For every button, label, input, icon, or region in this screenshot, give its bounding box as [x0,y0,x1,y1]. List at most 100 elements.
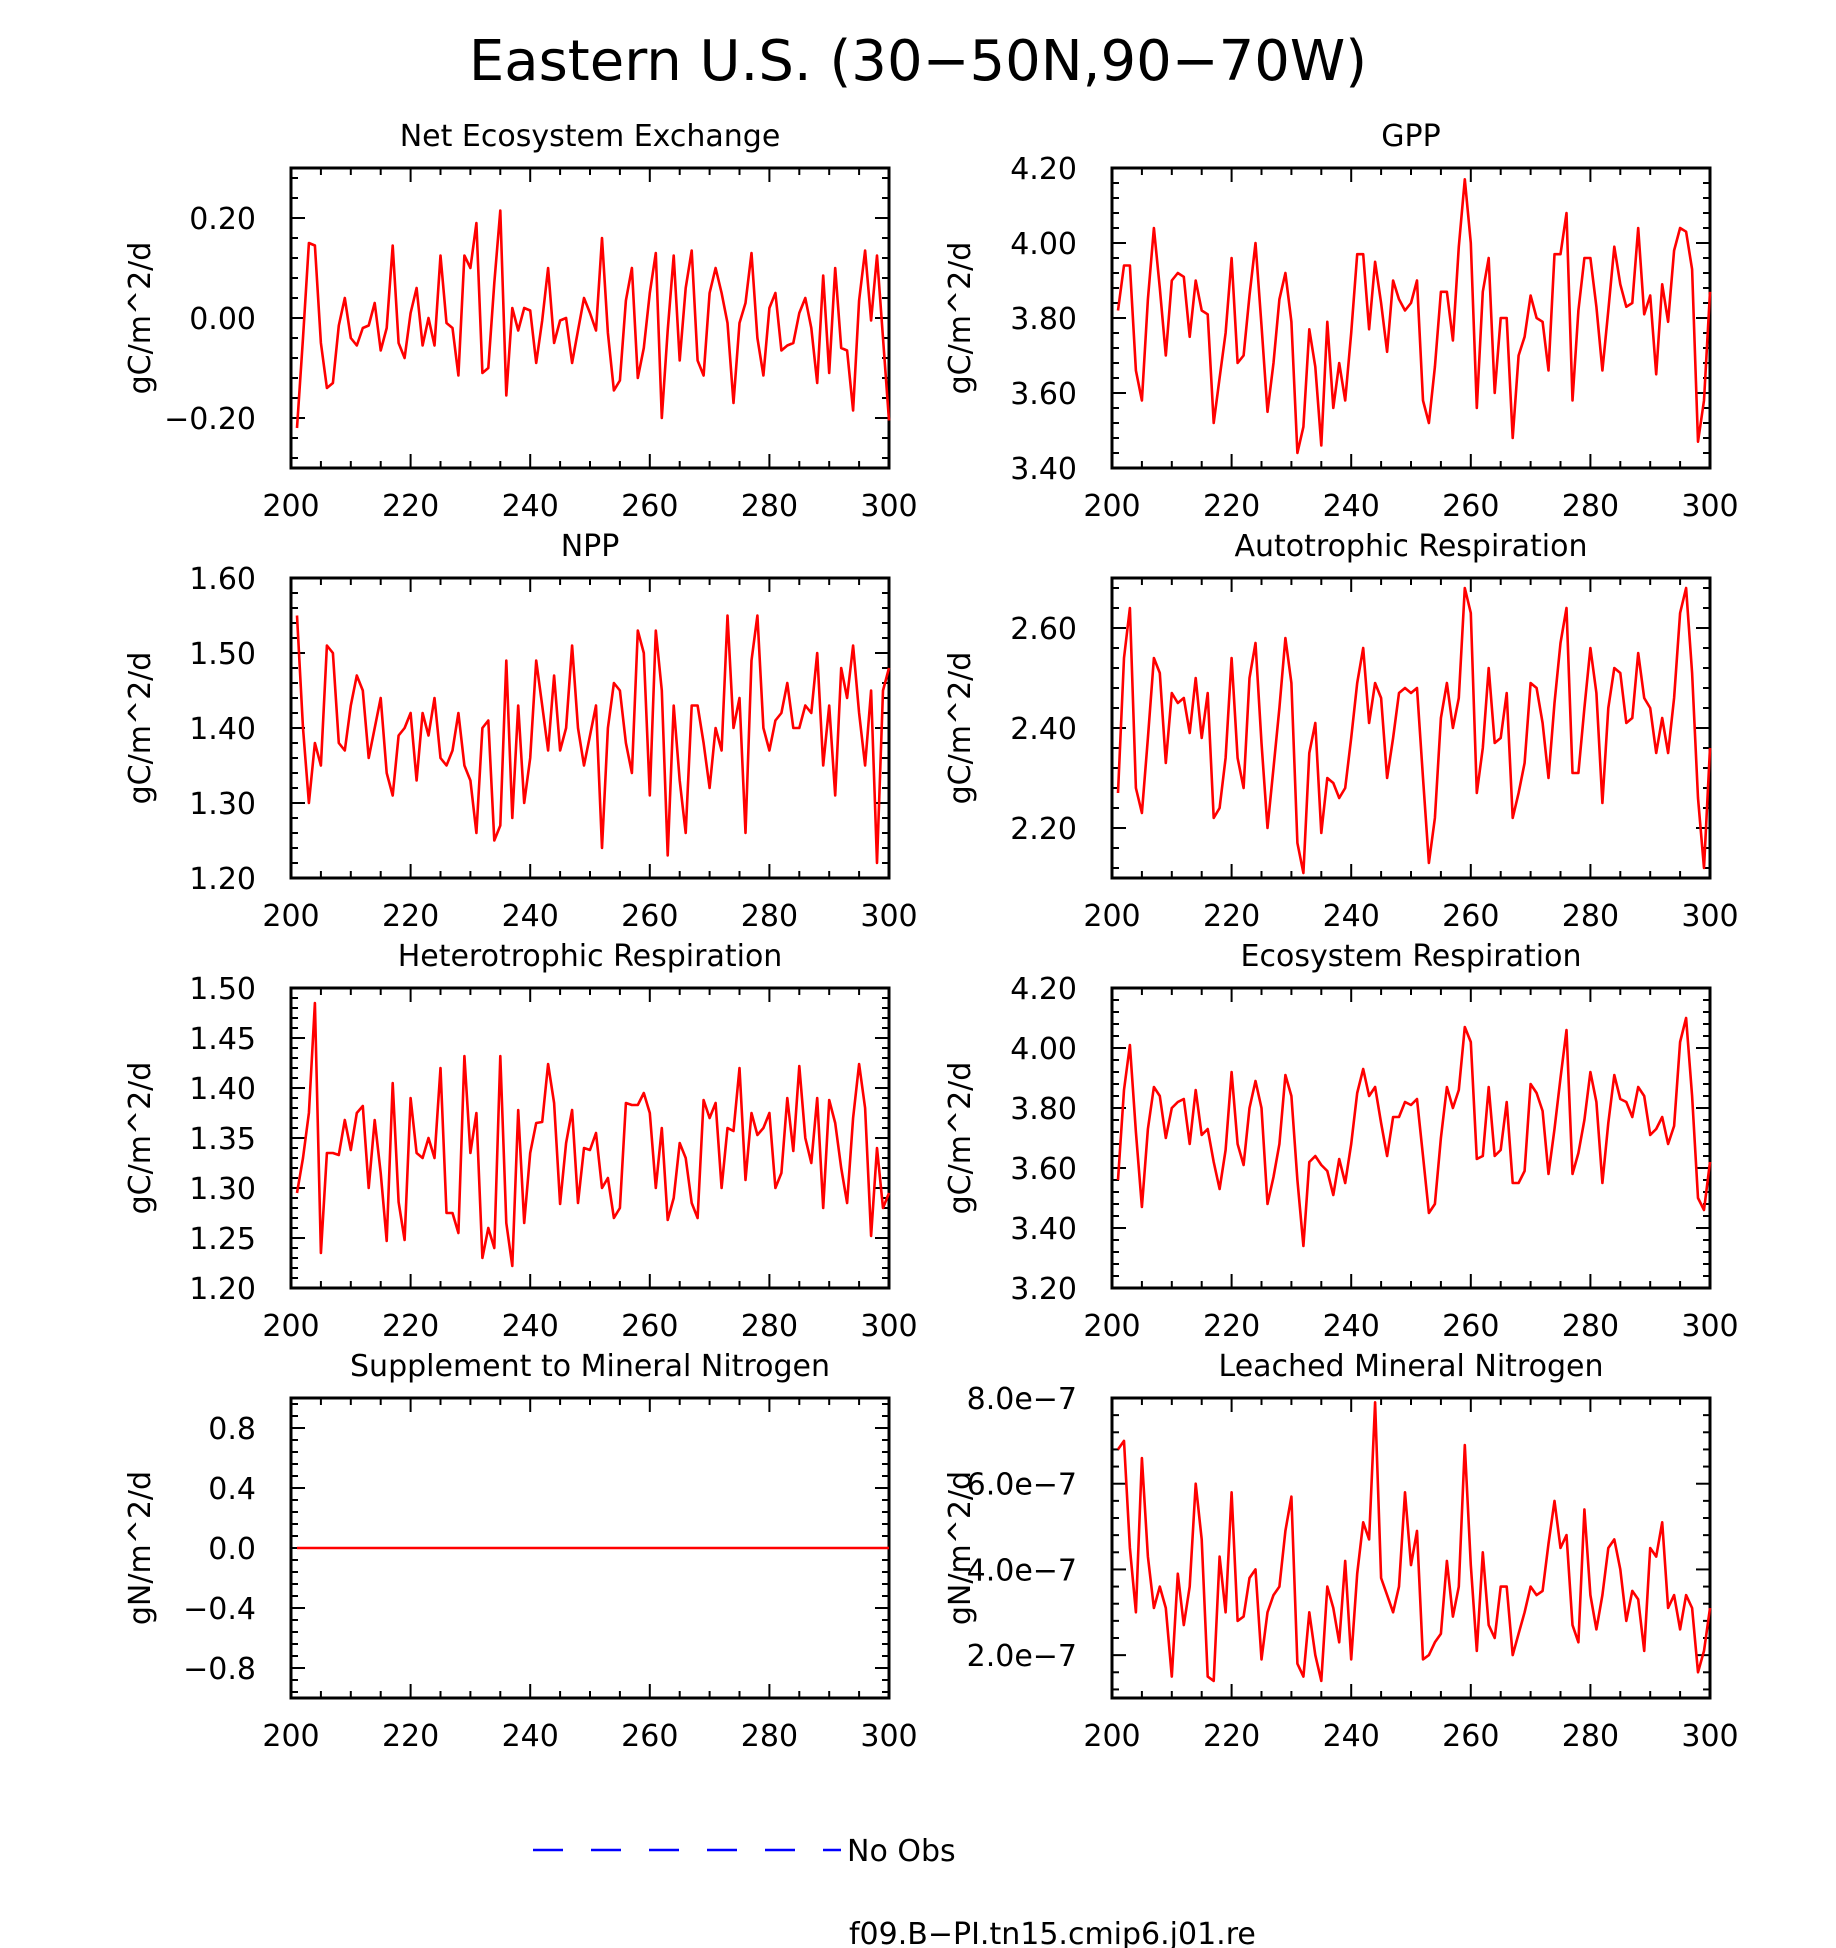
y-tick-label: 3.60 [1010,1152,1077,1187]
x-tick-label: 240 [1323,489,1380,524]
x-tick-label: 200 [1083,1719,1140,1754]
y-tick-label: 2.60 [1010,612,1077,647]
x-tick-label: 200 [262,1719,319,1754]
x-tick-label: 300 [1681,1309,1738,1344]
x-tick-label: 220 [1203,489,1260,524]
x-tick-label: 240 [1323,1309,1380,1344]
y-tick-label: −0.8 [183,1652,256,1687]
x-tick-label: 280 [741,489,798,524]
y-axis-label: gN/m^2/d [943,1471,978,1625]
panel-title: GPP [1381,119,1440,154]
x-tick-label: 200 [262,489,319,524]
y-tick-label: 1.20 [189,1272,256,1307]
y-tick-label: 1.35 [189,1122,256,1157]
x-tick-label: 200 [262,899,319,934]
x-tick-label: 260 [621,1719,678,1754]
y-tick-label: 4.20 [1010,972,1077,1007]
y-tick-label: 2.20 [1010,812,1077,847]
y-tick-label: 1.25 [189,1222,256,1257]
y-axis-label: gC/m^2/d [123,652,158,805]
chart-panels: 200 220 240 260 280 300 0.20 0.00 −0.20 Net Ecosy… [123,119,1739,1754]
y-tick-label: 3.40 [1010,1212,1077,1247]
panel-title: Autotrophic Respiration [1234,529,1587,564]
x-tick-label: 300 [860,489,917,524]
x-tick-label: 260 [1442,489,1499,524]
series-line [1116,1016,1712,1248]
x-tick-label: 280 [1562,489,1619,524]
y-tick-label: 4.0e−7 [967,1553,1077,1588]
y-tick-label: 1.30 [189,787,256,822]
x-tick-label: 240 [502,899,559,934]
y-axis-label: gN/m^2/d [123,1471,158,1625]
legend: No Obs f09.B−PI.tn15.cmip6.j01.re [533,1834,1256,1948]
x-tick-label: 300 [1681,1719,1738,1754]
y-tick-label: 2.40 [1010,712,1077,747]
x-tick-label: 300 [860,1309,917,1344]
x-tick-label: 260 [621,899,678,934]
panel-title: Heterotrophic Respiration [398,939,783,974]
y-tick-label: 8.0e−7 [967,1382,1077,1417]
panel-autotrophic-respiration: 200 220 240 260 280 300 2.60 2.40 2.20 Autotrophi… [943,529,1739,934]
legend-label-model: f09.B−PI.tn15.cmip6.j01.re [849,1917,1256,1948]
x-tick-label: 240 [502,1309,559,1344]
y-tick-label: 1.20 [189,862,256,897]
x-tick-label: 220 [382,1309,439,1344]
x-tick-label: 280 [1562,1719,1619,1754]
y-axis-label: gC/m^2/d [943,242,978,395]
x-tick-label: 280 [1562,1309,1619,1344]
panel-ecosystem-respiration: 200 220 240 260 280 300 4.20 4.00 3.80 3.60 3.40 3.… [943,939,1739,1344]
x-tick-label: 260 [1442,899,1499,934]
y-tick-label: 0.4 [208,1472,256,1507]
x-tick-label: 300 [860,899,917,934]
panel-net-ecosystem-exchange: 200 220 240 260 280 300 0.20 0.00 −0.20 Net Ecosy… [123,119,918,524]
panel-supplement-to-mineral-nitrogen: 200 220 240 260 280 300 0.8 0.4 0.0 −0.4 −0.8 Suppl… [123,1349,918,1754]
x-tick-label: 220 [1203,899,1260,934]
plot-frame [1110,986,1712,1290]
y-tick-label: 1.45 [189,1022,256,1057]
y-tick-label: 4.00 [1010,1032,1077,1067]
x-tick-label: 260 [1442,1719,1499,1754]
y-tick-label: 3.40 [1010,452,1077,487]
panel-leached-mineral-nitrogen: 200 220 240 260 280 300 8.0e−7 6.0e−7 4.0e−7 2.0e… [943,1349,1739,1754]
plot-frame [289,986,891,1290]
x-tick-label: 280 [741,1719,798,1754]
panel-title: NPP [561,529,620,564]
x-tick-label: 200 [262,1309,319,1344]
x-tick-label: 200 [1083,489,1140,524]
x-tick-label: 220 [382,899,439,934]
y-tick-label: 2.0e−7 [967,1639,1077,1674]
x-tick-label: 220 [1203,1719,1260,1754]
y-tick-label: 1.60 [189,562,256,597]
x-tick-label: 300 [860,1719,917,1754]
y-tick-label: 1.30 [189,1172,256,1207]
x-tick-label: 260 [621,1309,678,1344]
panel-title: Leached Mineral Nitrogen [1219,1349,1604,1384]
y-axis-label: gC/m^2/d [123,242,158,395]
y-tick-label: 0.20 [189,202,256,237]
y-tick-label: −0.4 [183,1592,256,1627]
series-line [295,614,891,865]
panel-heterotrophic-respiration: 200 220 240 260 280 300 1.50 1.45 1.40 1.35 1.30 1.… [123,939,918,1344]
panel-gpp: 200 220 240 260 280 300 4.20 4.00 3.80 3.60 3.40 GP… [943,119,1739,524]
y-axis-label: gC/m^2/d [943,652,978,805]
x-tick-label: 300 [1681,489,1738,524]
x-tick-label: 300 [1681,899,1738,934]
plot-frame [1110,166,1712,470]
series-line [1116,586,1712,875]
series-line [295,209,891,429]
x-tick-label: 200 [1083,899,1140,934]
y-tick-label: 1.40 [189,1072,256,1107]
y-tick-label: 1.40 [189,712,256,747]
y-tick-label: 3.80 [1010,302,1077,337]
panel-title: Supplement to Mineral Nitrogen [350,1349,830,1384]
y-tick-label: 6.0e−7 [967,1468,1077,1503]
y-tick-label: 0.00 [189,302,256,337]
x-tick-label: 220 [1203,1309,1260,1344]
panel-title: Net Ecosystem Exchange [400,119,781,154]
y-tick-label: 3.80 [1010,1092,1077,1127]
x-tick-label: 220 [382,489,439,524]
x-tick-label: 260 [621,489,678,524]
legend-label-no-obs: No Obs [847,1834,956,1869]
x-tick-label: 240 [1323,899,1380,934]
x-tick-label: 280 [741,899,798,934]
